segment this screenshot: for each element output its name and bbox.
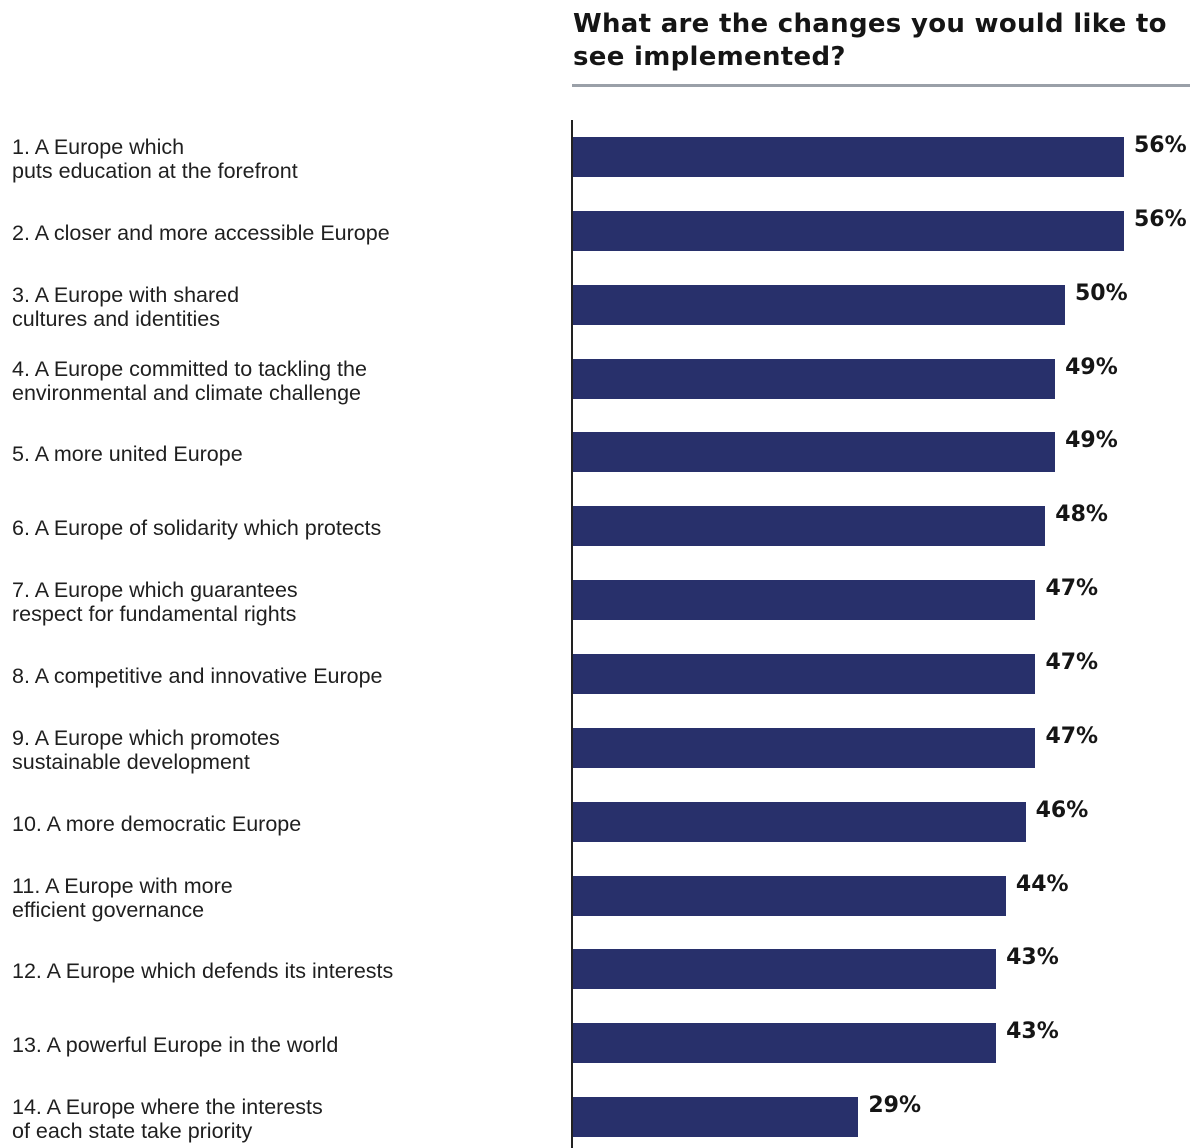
bar	[573, 580, 1036, 621]
bar	[573, 432, 1056, 473]
bar	[573, 949, 997, 990]
bar	[573, 801, 1026, 842]
bar	[573, 727, 1036, 768]
bar	[573, 1023, 997, 1064]
bar	[573, 875, 1006, 916]
category-label: 3. A Europe with shared cultures and ide…	[12, 282, 240, 331]
chart-title: What are the changes you would like to s…	[573, 9, 1167, 72]
bar	[573, 210, 1124, 251]
category-label: 7. A Europe which guarantees respect for…	[12, 578, 298, 627]
bar	[573, 137, 1124, 177]
category-label: 13. A powerful Europe in the world	[12, 1033, 339, 1058]
category-label: 10. A more democratic Europe	[12, 811, 302, 836]
bar	[573, 284, 1065, 325]
category-label: 14. A Europe where the interests of each…	[12, 1095, 323, 1144]
value-label: 56%	[1134, 206, 1187, 232]
value-label: 29%	[868, 1093, 921, 1119]
bar	[573, 506, 1046, 547]
value-label: 48%	[1055, 502, 1108, 528]
value-label: 47%	[1045, 723, 1099, 749]
bar	[573, 653, 1036, 694]
title-rule	[572, 84, 1190, 87]
value-label: 49%	[1065, 428, 1118, 454]
value-label: 43%	[1006, 1019, 1059, 1045]
category-label: 12. A Europe which defends its interests	[12, 959, 394, 984]
category-label: 4. A Europe committed to tackling the en…	[12, 356, 367, 405]
value-label: 47%	[1045, 649, 1099, 675]
category-label: 1. A Europe which puts education at the …	[12, 135, 298, 183]
category-label: 9. A Europe which promotes sustainable d…	[12, 725, 280, 774]
y-axis-line	[571, 120, 573, 1148]
value-label: 44%	[1015, 871, 1069, 897]
value-label: 50%	[1074, 280, 1128, 306]
category-label: 2. A closer and more accessible Europe	[12, 220, 390, 245]
value-label: 43%	[1006, 945, 1059, 971]
value-label: 46%	[1035, 797, 1089, 823]
category-label: 11. A Europe with more efficient governa…	[12, 873, 233, 922]
value-label: 49%	[1065, 354, 1118, 380]
value-label: 47%	[1045, 576, 1099, 602]
value-label: 56%	[1134, 133, 1187, 158]
category-label: 8. A competitive and innovative Europe	[12, 663, 383, 688]
category-label: 6. A Europe of solidarity which protects	[12, 516, 382, 541]
category-label: 5. A more united Europe	[12, 442, 243, 467]
bar	[573, 358, 1056, 399]
bar	[573, 1097, 859, 1138]
